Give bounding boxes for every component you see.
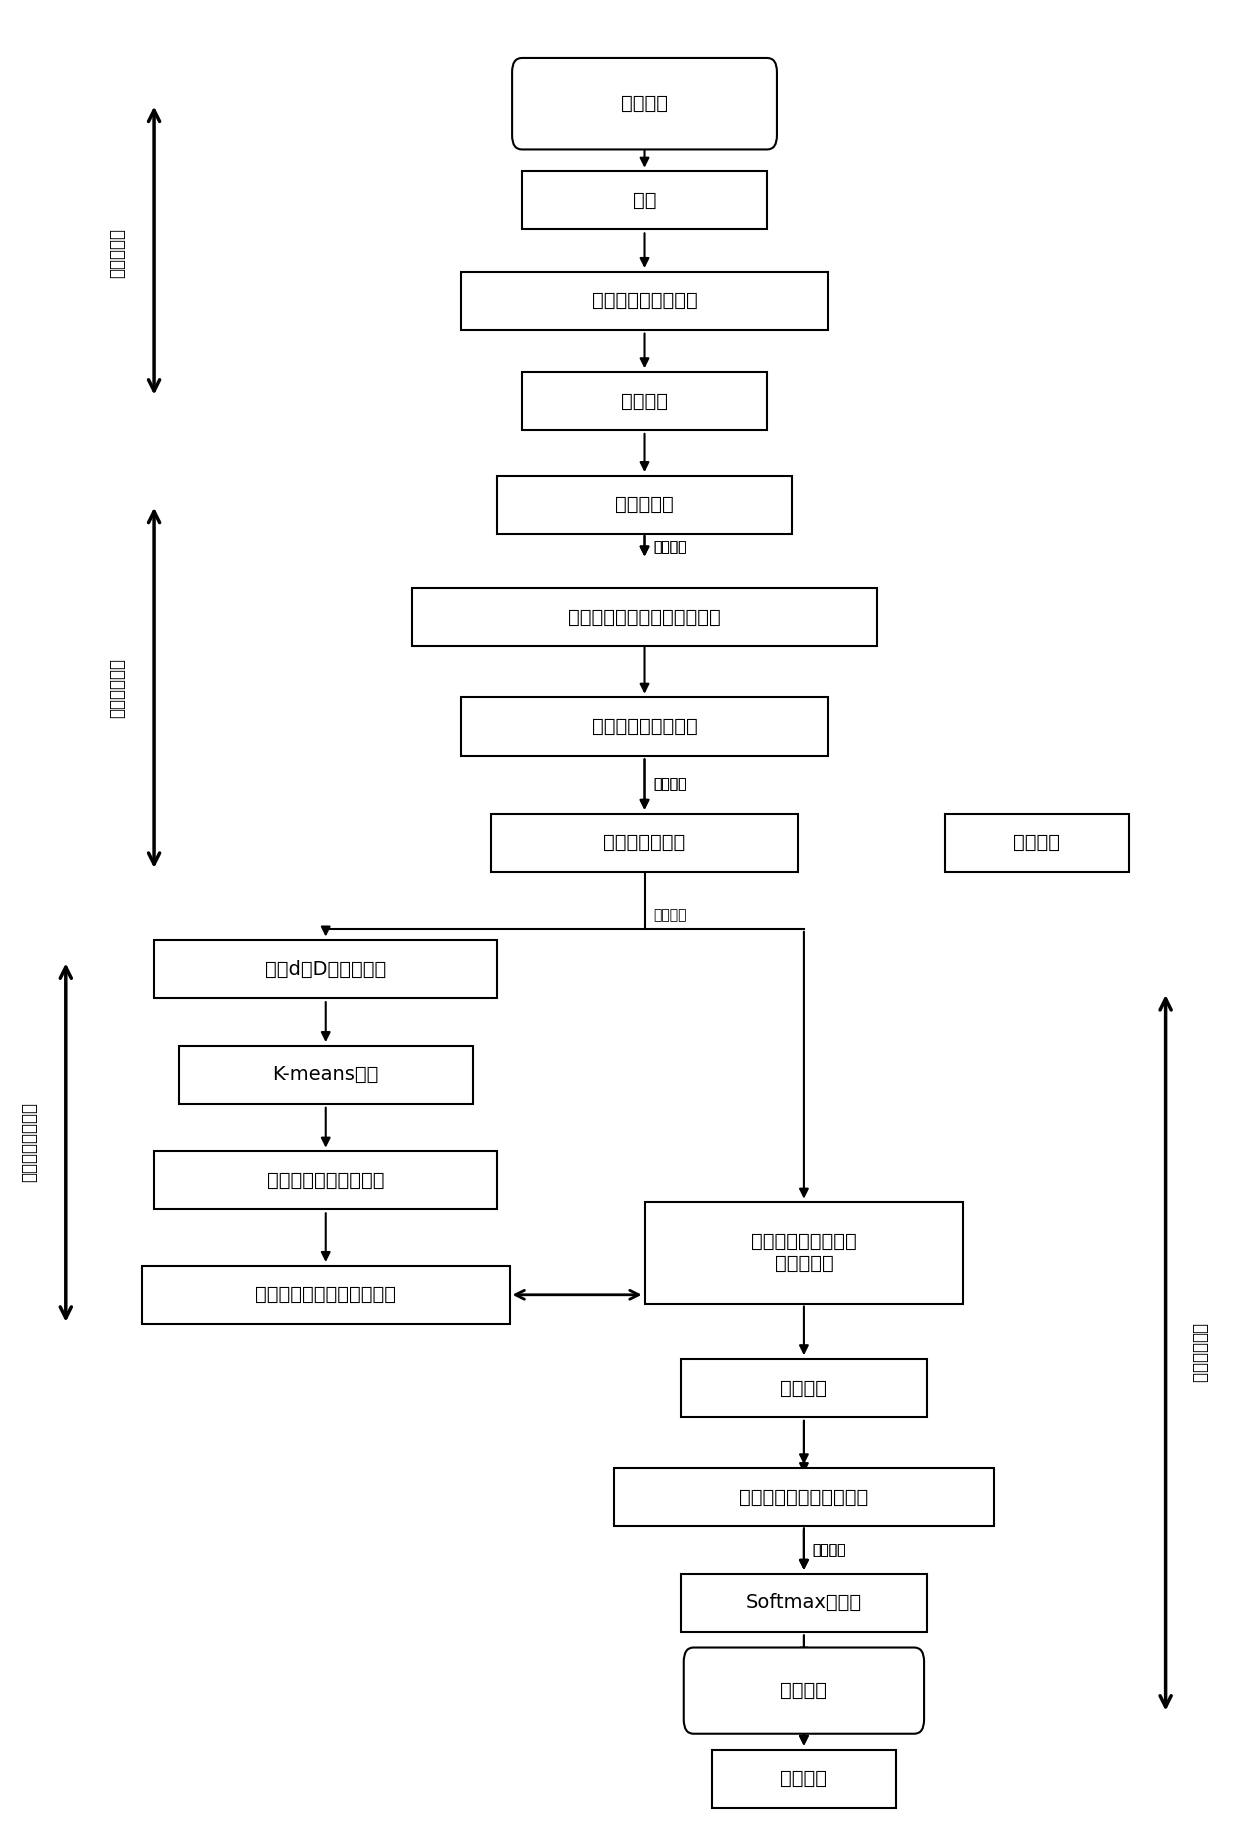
Text: 组成d＊D为特征空间: 组成d＊D为特征空间 <box>265 960 387 979</box>
Text: 深度自动编码器: 深度自动编码器 <box>604 833 686 853</box>
Bar <box>460 698 828 756</box>
Text: 数据增强: 数据增强 <box>621 391 668 411</box>
Text: Softmax分类器: Softmax分类器 <box>745 1592 862 1612</box>
Text: K-means聚类: K-means聚类 <box>273 1065 379 1085</box>
Text: 局部特征: 局部特征 <box>653 908 687 922</box>
Text: 裁剪: 裁剪 <box>632 192 656 210</box>
Bar <box>491 814 797 871</box>
Bar <box>460 272 828 331</box>
Text: 构建视觉词袋模型: 构建视觉词袋模型 <box>20 1101 38 1181</box>
Bar <box>712 1749 895 1808</box>
Text: 计算所有标签构成直方图: 计算所有标签构成直方图 <box>739 1488 868 1506</box>
Bar <box>412 588 878 646</box>
Bar <box>497 477 791 533</box>
Text: 局部斑块: 局部斑块 <box>653 778 687 791</box>
Text: 调整局部斑块的尺寸: 调整局部斑块的尺寸 <box>591 718 697 736</box>
Text: 局部斑块: 局部斑块 <box>653 540 687 553</box>
Bar <box>179 1046 472 1105</box>
Text: 分配标签: 分配标签 <box>780 1379 827 1397</box>
FancyBboxPatch shape <box>683 1647 924 1733</box>
Text: 稚备数据集: 稚备数据集 <box>108 228 126 278</box>
Text: 扩展局部斑块为最小包围矩形: 扩展局部斑块为最小包围矩形 <box>568 608 720 626</box>
Text: 局部斑块: 局部斑块 <box>653 778 687 791</box>
Bar <box>614 1468 994 1527</box>
Bar <box>945 814 1128 871</box>
Bar <box>522 373 768 431</box>
Text: 全局特征: 全局特征 <box>812 1543 846 1558</box>
FancyBboxPatch shape <box>512 58 777 150</box>
Bar <box>141 1265 510 1324</box>
Text: 获取全局特征: 获取全局特征 <box>1189 1322 1208 1382</box>
Bar <box>522 172 768 230</box>
Text: 损失函数: 损失函数 <box>1013 833 1060 853</box>
Text: 超像素分割: 超像素分割 <box>615 495 673 515</box>
Text: 计算局部特征与视觉
单词的距离: 计算局部特征与视觉 单词的距离 <box>751 1233 857 1273</box>
Text: 局部斑块: 局部斑块 <box>653 540 687 553</box>
Text: 所有视觉单词构成视觉词汇: 所有视觉单词构成视觉词汇 <box>255 1286 397 1304</box>
Text: 分类结果: 分类结果 <box>780 1682 827 1700</box>
Text: 双三次插值调整尺寸: 双三次插值调整尺寸 <box>591 292 697 310</box>
Bar <box>681 1359 926 1417</box>
Bar <box>645 1202 963 1304</box>
Bar <box>154 1152 497 1209</box>
Text: 获取局部特征: 获取局部特征 <box>108 657 126 718</box>
Bar <box>154 940 497 999</box>
Text: 损失函数: 损失函数 <box>780 1769 827 1788</box>
Text: 聚类中心构成视觉单词: 聚类中心构成视觉单词 <box>267 1170 384 1191</box>
Text: 全局特征: 全局特征 <box>812 1543 846 1558</box>
Bar <box>681 1574 926 1632</box>
Text: 原始图片: 原始图片 <box>621 95 668 113</box>
